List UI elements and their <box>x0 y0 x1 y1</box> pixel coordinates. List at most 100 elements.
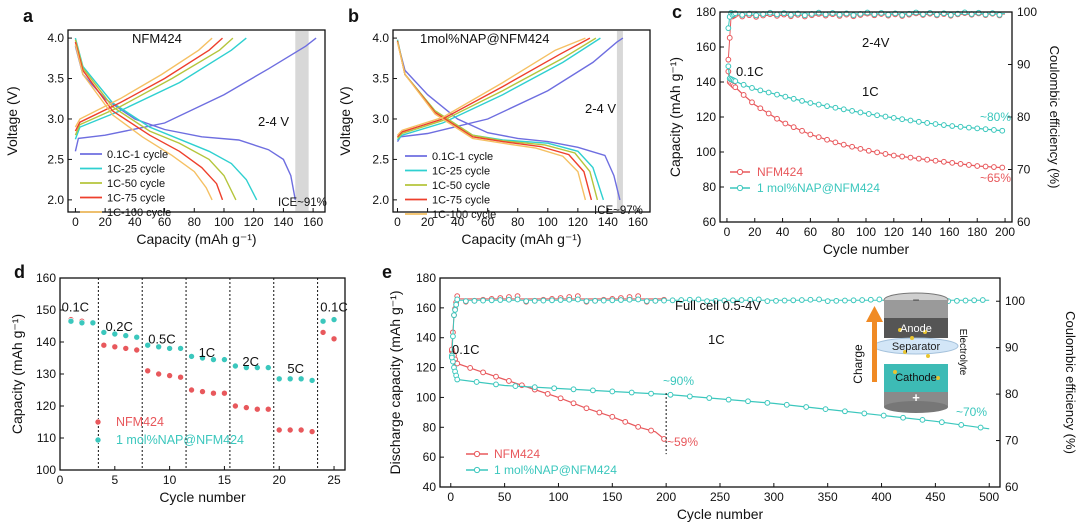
efficiency-line <box>451 298 667 348</box>
x-tick-label: 160 <box>303 215 323 229</box>
efficiency-marker <box>859 297 866 303</box>
rate-label: 0.1C <box>452 342 479 357</box>
y2-tick-label: 60 <box>1017 215 1031 229</box>
capacity-marker <box>880 412 887 419</box>
capacity-marker <box>745 398 751 405</box>
efficiency-marker <box>982 11 989 18</box>
inset-anode-label: Anode <box>900 323 932 335</box>
capacity-marker <box>965 124 972 131</box>
capacity-marker <box>958 421 965 428</box>
charge-curve <box>74 37 223 132</box>
x-tick-label: 120 <box>244 215 264 229</box>
rate-point <box>122 332 130 339</box>
inset-electrolyte-label: Electrolyte <box>957 329 968 376</box>
capacity-marker <box>783 401 790 408</box>
rate-point <box>243 364 250 371</box>
capacity-marker <box>957 161 964 167</box>
efficiency-marker <box>824 298 831 305</box>
legend-label: NFM424 <box>116 415 164 429</box>
capacity-marker <box>628 389 635 396</box>
y-tick-label: 160 <box>36 271 56 285</box>
capacity-marker <box>570 400 577 407</box>
capacity-marker <box>667 391 674 398</box>
plot-frame <box>392 29 651 213</box>
efficiency-marker <box>592 297 598 304</box>
retention-label: ~90% <box>663 374 694 388</box>
capacity-marker <box>757 105 764 112</box>
x-tick-label: 140 <box>273 215 293 229</box>
y-tick-label: 40 <box>423 480 437 494</box>
y-tick-label: 2.5 <box>372 152 389 166</box>
capacity-marker <box>635 423 642 430</box>
cell-voltage-label: Full cell 0.5-4V <box>675 298 761 313</box>
capacity-marker <box>999 164 1006 171</box>
rate-point <box>133 333 141 341</box>
capacity-marker <box>949 159 956 166</box>
x-tick-label: 40 <box>128 215 142 229</box>
capacity-marker <box>790 124 797 131</box>
y-tick-label: 80 <box>423 420 437 434</box>
capacity-marker <box>774 91 780 98</box>
y-tick-label: 160 <box>696 40 716 54</box>
capacity-marker <box>765 89 772 96</box>
capacity-marker <box>740 92 747 98</box>
legend-marker <box>736 184 744 192</box>
y-axis-label: Discharge capacity (mAh g⁻¹) <box>387 290 403 474</box>
x-tick-label: 40 <box>451 215 465 229</box>
efficiency-marker <box>934 11 940 18</box>
rate-label: 0.1C <box>62 300 89 315</box>
capacity-marker <box>842 408 848 415</box>
efficiency-marker <box>583 298 590 305</box>
efficiency-marker <box>833 297 840 304</box>
efficiency-marker <box>725 25 732 32</box>
capacity-marker <box>583 405 590 412</box>
y-tick-label: 110 <box>37 431 56 445</box>
charge-curve <box>74 37 317 152</box>
rate-label: 0.1C <box>736 64 763 79</box>
y-axis-label: Voltage (V) <box>337 86 353 155</box>
panel-e: e 0 50 100 150 200 250 300 350 400 450 500 Cycle num… <box>382 262 1078 522</box>
efficiency-marker <box>453 301 460 308</box>
efficiency-marker <box>451 312 457 319</box>
legend-label: NFM424 <box>757 165 803 179</box>
efficiency-marker <box>497 297 504 303</box>
legend-label: 1C-50 cycle <box>107 178 165 190</box>
charge-curve <box>396 37 601 141</box>
positive-terminal-glyph: + <box>912 390 920 405</box>
efficiency-marker <box>738 297 745 303</box>
panel-letter: d <box>14 262 25 282</box>
voltage-window-label: 2-4 V <box>585 101 616 116</box>
rate-point <box>221 389 228 397</box>
legend-marker <box>473 450 481 458</box>
capacity-marker <box>924 120 931 126</box>
capacity-marker <box>849 107 855 114</box>
x-tick-label: 0 <box>724 225 731 239</box>
rate-point <box>144 367 151 375</box>
capacity-marker <box>799 98 805 104</box>
capacity-marker <box>907 154 914 161</box>
y-tick-label: 120 <box>696 110 716 124</box>
capacity-marker <box>648 427 654 434</box>
charge-curve <box>74 37 234 136</box>
capacity-marker <box>840 106 847 113</box>
x-tick-label: 300 <box>764 490 784 504</box>
capacity-marker <box>782 93 789 100</box>
ion-dot <box>893 370 897 374</box>
efficiency-marker <box>822 11 829 18</box>
y-tick-label: 3.0 <box>47 112 64 126</box>
efficiency-marker <box>996 11 1003 18</box>
capacity-marker <box>790 95 797 102</box>
panel-d: d 0 5 10 15 20 25 Cycle number 100 110 120 130 140 15… <box>9 262 348 505</box>
panel-title: 1mol%NAP@NFM424 <box>420 31 550 46</box>
rate-point <box>144 341 151 349</box>
capacity-marker <box>824 136 830 143</box>
capacity-marker <box>999 127 1006 134</box>
ion-dot <box>903 350 907 354</box>
y-tick-label: 60 <box>423 450 437 464</box>
legend-marker <box>736 168 744 176</box>
efficiency-marker <box>801 12 808 19</box>
efficiency-marker <box>947 12 954 18</box>
y-tick-label: 100 <box>36 463 56 477</box>
capacity-marker <box>732 84 739 91</box>
capacity-marker <box>757 87 764 94</box>
